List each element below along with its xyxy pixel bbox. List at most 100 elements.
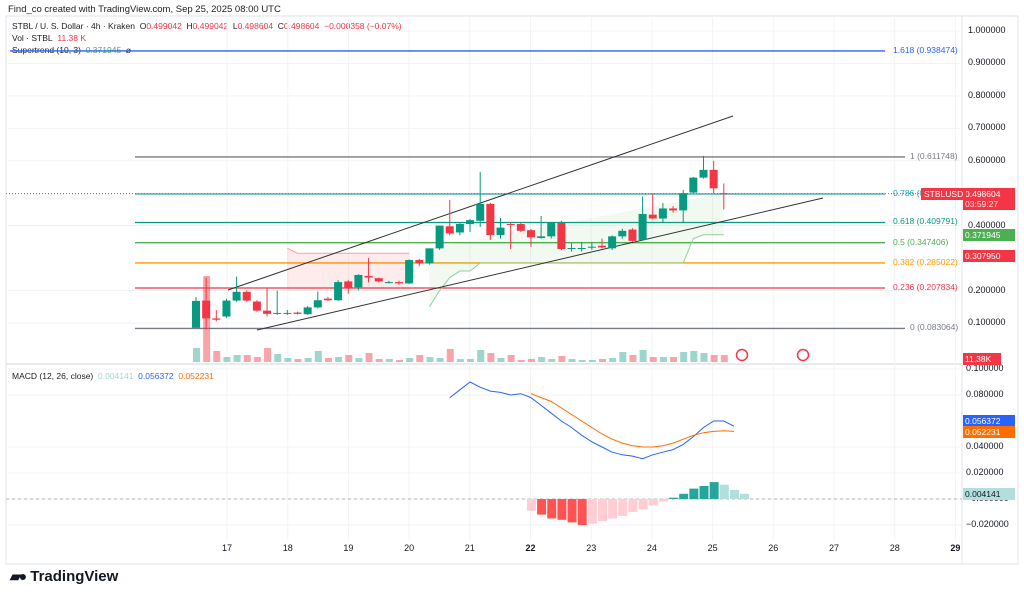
macd-histogram-bar: [740, 493, 750, 499]
supertrend-down-label: 0.307950: [963, 250, 1015, 262]
candle-body: [547, 223, 556, 237]
candle-body: [334, 282, 343, 301]
low-label: L: [232, 21, 238, 31]
fib-level-label: 0.236 (0.207834): [893, 281, 958, 292]
candle-body: [699, 169, 708, 178]
time-tick: 26: [768, 543, 779, 553]
volume-bar: [396, 360, 403, 362]
volume-bar: [710, 355, 718, 362]
volume-bar: [253, 357, 261, 362]
candle-body: [709, 169, 718, 189]
macd-tick: 0.080000: [966, 389, 1004, 399]
candle-body: [212, 318, 221, 320]
volume-bar: [274, 354, 282, 362]
volume-bar: [223, 357, 231, 362]
supertrend-down-line: [287, 247, 410, 254]
macd-tick: 0.100000: [966, 363, 1004, 373]
time-tick: 29: [950, 543, 961, 553]
close-label: C: [277, 21, 284, 31]
macd-histogram-bar: [699, 486, 709, 499]
candle-body: [303, 307, 312, 315]
fib-level-label: 0.618 (0.409791): [893, 216, 958, 227]
price-tick: 0.100000: [968, 316, 1006, 327]
change-value: −0.000358 (−0.07%): [324, 21, 402, 31]
brand-name: TradingView: [30, 568, 119, 585]
symbol-name[interactable]: STBL / U. S. Dollar · 4h · Kraken: [12, 21, 135, 31]
fib-level-label: 0.382 (0.285022): [893, 256, 958, 267]
candle-body: [526, 230, 535, 238]
candle-body: [516, 224, 525, 231]
volume-label: Vol · STBL: [12, 33, 53, 43]
price-tick: 0.200000: [968, 284, 1006, 295]
macd-histogram-bar: [537, 499, 547, 515]
time-tick: 19: [343, 543, 354, 553]
price-tick: 0.600000: [968, 154, 1006, 165]
volume-bar: [527, 359, 535, 362]
volume-bar: [406, 358, 414, 362]
candle-body: [293, 312, 302, 314]
volume-bar: [416, 355, 424, 362]
channel-lower-line: [256, 197, 824, 331]
macd-histogram-bar: [719, 484, 729, 499]
candle-body: [395, 282, 403, 284]
candle-body: [435, 225, 444, 249]
volume-bar: [497, 358, 505, 362]
supertrend-legend[interactable]: Supertrend (10, 3) 0.371945 ⌀: [12, 45, 131, 56]
candle-body: [628, 229, 637, 241]
candle-body: [577, 248, 586, 250]
open-value: 0.499042: [146, 21, 182, 31]
volume-bar: [517, 360, 525, 362]
fib-level-label: 0 (0.083064): [910, 322, 959, 333]
volume-bar: [385, 359, 393, 362]
candle-body: [232, 291, 241, 301]
signal-value: 0.052231: [178, 371, 214, 381]
open-label: O: [139, 21, 147, 31]
volume-price-label: 11.38K: [963, 353, 1001, 365]
volume-bar: [335, 357, 343, 362]
macd-price-label: 0.056372: [963, 415, 1015, 427]
volume-bar: [649, 357, 657, 362]
candle-body: [476, 203, 485, 221]
volume-bar: [609, 358, 617, 362]
macd-histogram-bar: [628, 499, 638, 512]
volume-bar: [568, 359, 576, 362]
volume-bar: [467, 359, 475, 362]
volume-bar: [548, 359, 556, 362]
candle-body: [364, 275, 373, 278]
macd-histogram-bar: [526, 499, 536, 511]
volume-bar: [599, 359, 606, 362]
macd-value: 0.056372: [138, 371, 174, 381]
last-price-label: 0.498604 03:59:27: [963, 188, 1015, 210]
candle-body: [455, 224, 464, 233]
macd-tick: −0.020000: [966, 519, 1009, 529]
candle-body: [415, 260, 424, 264]
volume-bar: [294, 359, 302, 362]
bar-countdown: 03:59:27: [965, 199, 999, 209]
macd-histogram-bar: [638, 499, 648, 510]
volume-legend[interactable]: Vol · STBL 11.38 K: [12, 33, 86, 43]
tradingview-logo[interactable]: ▰● TradingView: [10, 568, 118, 585]
candle-body: [466, 220, 475, 225]
macd-histogram-bar: [557, 499, 567, 520]
time-tick: 20: [404, 543, 415, 553]
price-tick: 0.700000: [968, 122, 1006, 133]
macd-line: [449, 381, 735, 460]
candle-body: [242, 291, 251, 301]
macd-histogram-bar: [709, 482, 719, 499]
macd-legend[interactable]: MACD (12, 26, close) 0.004141 0.056372 0…: [12, 371, 214, 381]
price-tick: 0.900000: [968, 57, 1006, 68]
supertrend-up-fill: [429, 193, 724, 307]
candle-body: [313, 300, 322, 308]
volume-bar: [588, 360, 596, 362]
hidden-eye-icon[interactable]: ⌀: [125, 45, 132, 55]
time-tick: 27: [829, 543, 840, 553]
macd-histogram-bar: [598, 499, 607, 522]
fib-level-label: 0.786 (0: [893, 187, 925, 198]
volume-bar: [619, 352, 627, 362]
candle-body: [323, 298, 332, 301]
candle-body: [638, 213, 647, 240]
time-tick: 18: [282, 543, 293, 553]
signal-line: [530, 393, 734, 448]
volume-bar: [680, 352, 688, 362]
